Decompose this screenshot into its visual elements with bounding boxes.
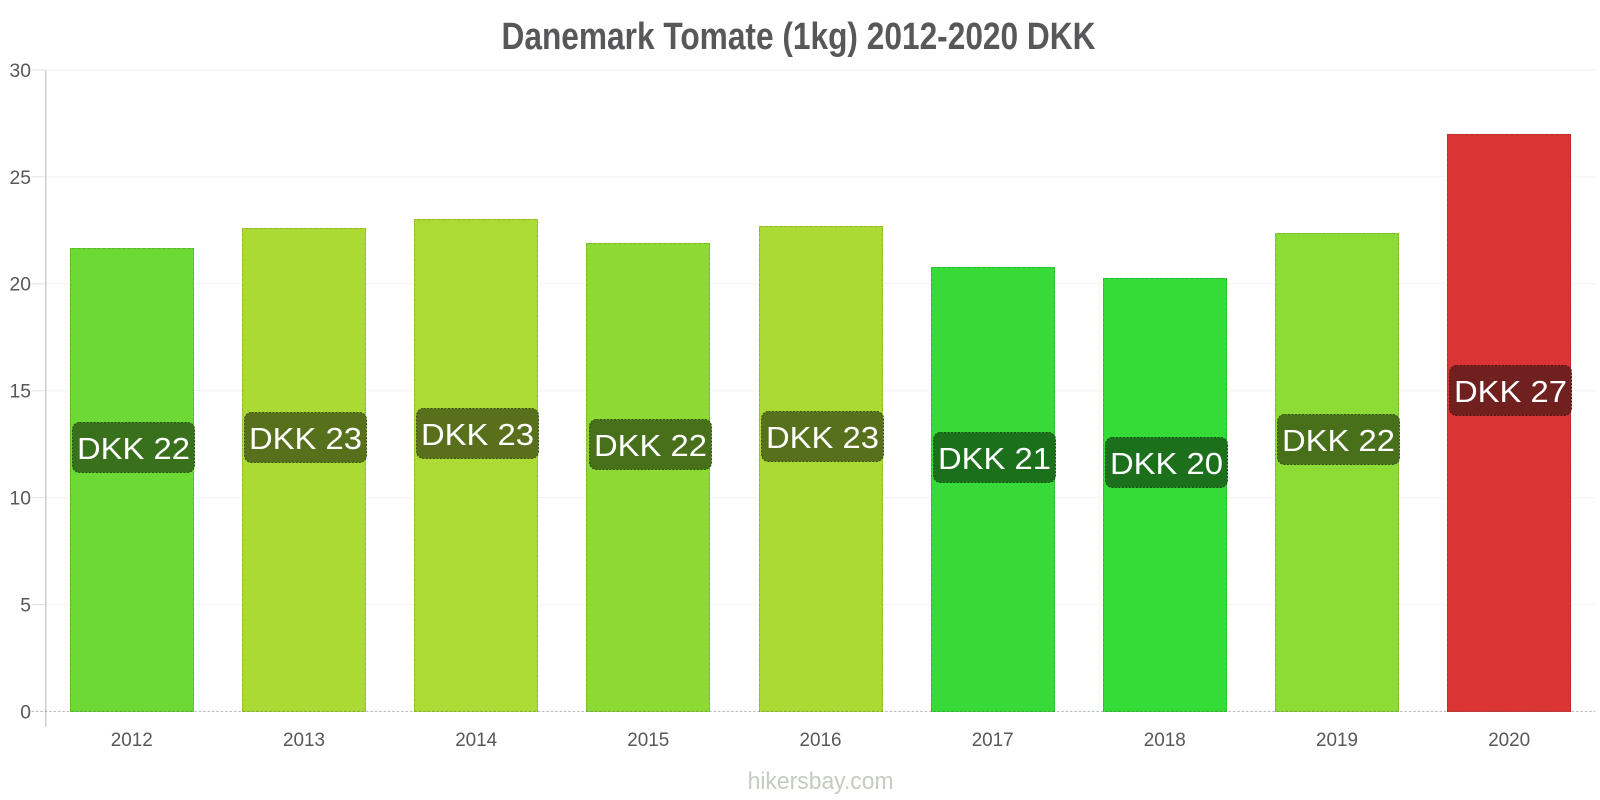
svg-text:30: 30 [10, 61, 31, 82]
svg-text:DKK 27: DKK 27 [1454, 374, 1567, 409]
svg-text:20: 20 [10, 275, 31, 296]
svg-text:DKK 23: DKK 23 [766, 420, 879, 455]
svg-text:10: 10 [10, 489, 31, 510]
svg-text:DKK 22: DKK 22 [594, 428, 707, 463]
svg-text:15: 15 [10, 382, 31, 403]
svg-text:2016: 2016 [800, 730, 842, 751]
svg-text:DKK 23: DKK 23 [249, 421, 362, 456]
svg-text:2018: 2018 [1144, 730, 1186, 751]
svg-text:2015: 2015 [627, 730, 669, 751]
svg-text:DKK 22: DKK 22 [77, 431, 190, 466]
svg-text:2012: 2012 [111, 730, 153, 751]
svg-text:DKK 21: DKK 21 [938, 441, 1051, 476]
svg-text:2020: 2020 [1488, 730, 1530, 751]
svg-text:hikersbay.com: hikersbay.com [748, 768, 894, 795]
svg-text:0: 0 [20, 702, 31, 723]
svg-text:2019: 2019 [1316, 730, 1358, 751]
svg-text:DKK 22: DKK 22 [1282, 423, 1395, 458]
svg-text:DKK 23: DKK 23 [421, 417, 534, 452]
svg-text:25: 25 [10, 168, 31, 189]
svg-text:2014: 2014 [455, 730, 497, 751]
svg-text:Danemark Tomate (1kg) 2012-202: Danemark Tomate (1kg) 2012-2020 DKK [502, 15, 1096, 58]
svg-text:2013: 2013 [283, 730, 325, 751]
svg-text:DKK 20: DKK 20 [1110, 446, 1223, 481]
svg-text:5: 5 [20, 596, 31, 617]
svg-text:2017: 2017 [972, 730, 1014, 751]
